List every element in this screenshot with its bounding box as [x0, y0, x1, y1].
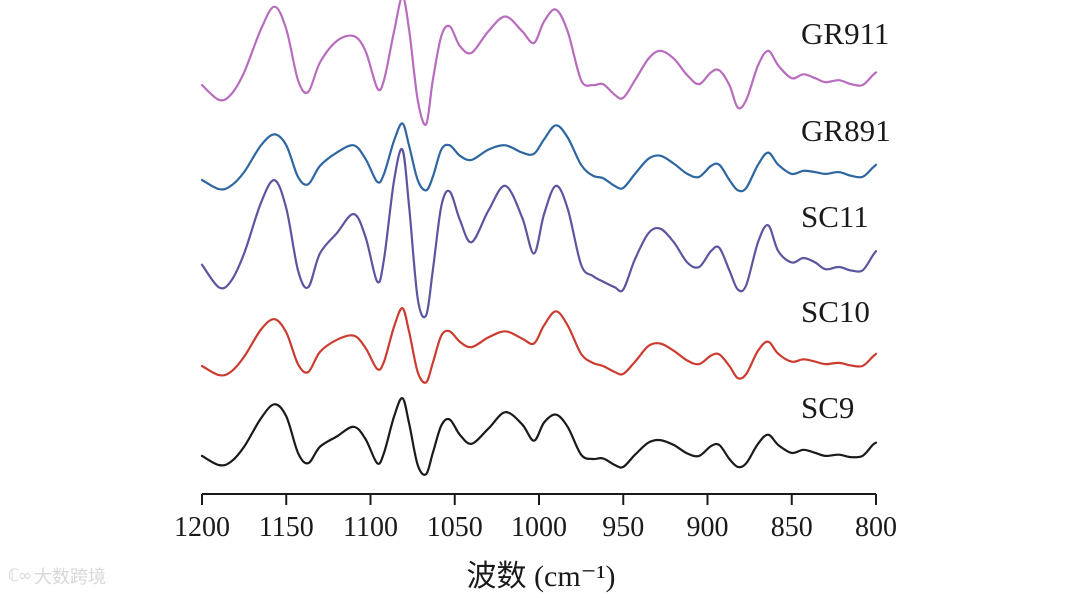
- x-tick-label: 1100: [343, 512, 398, 543]
- series-line-sc9: [200, 397, 878, 476]
- series-line-sc11: [200, 147, 878, 319]
- x-tick-label: 1050: [427, 512, 483, 543]
- series-label-sc10: SC10: [801, 294, 870, 329]
- series-line-sc10: [200, 307, 878, 384]
- x-tick-label: 850: [771, 512, 813, 543]
- series-line-gr911: [200, 0, 878, 126]
- series-label-sc11: SC11: [801, 199, 869, 234]
- x-tick-label: 950: [602, 512, 644, 543]
- x-tick-label: 1150: [259, 512, 314, 543]
- series-line-gr891: [200, 122, 878, 193]
- watermark-logo-icon: ℂ∞: [8, 566, 32, 586]
- x-axis-ticks: 1200 1150 1100 1050 1000 950 900 850 800: [174, 494, 897, 543]
- series-label-sc9: SC9: [801, 390, 854, 425]
- x-axis: 1200 1150 1100 1050 1000 950 900 850 800: [174, 493, 897, 543]
- series-label-gr911: GR911: [801, 16, 889, 51]
- series-layer: [200, 0, 878, 476]
- series-label-gr891: GR891: [801, 113, 891, 148]
- x-tick-label: 1000: [511, 512, 567, 543]
- x-tick-label: 1200: [174, 512, 230, 543]
- x-tick-label: 800: [855, 512, 897, 543]
- watermark-text: 大数跨境: [34, 567, 107, 588]
- series-labels: GR911 GR891 SC11 SC10 SC9: [801, 16, 891, 425]
- watermark: ℂ∞ 大数跨境: [8, 563, 106, 589]
- x-tick-label: 900: [687, 512, 729, 543]
- x-axis-title: 波数 (cm⁻¹): [467, 560, 616, 593]
